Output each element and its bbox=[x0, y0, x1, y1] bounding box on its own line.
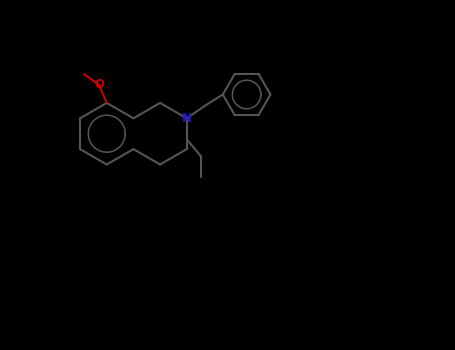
Text: O: O bbox=[94, 78, 104, 91]
Text: N: N bbox=[182, 112, 192, 125]
